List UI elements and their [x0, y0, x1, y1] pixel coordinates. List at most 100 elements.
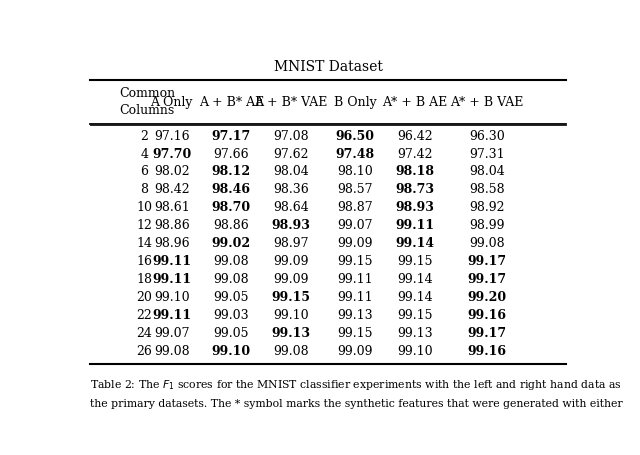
Text: 98.73: 98.73	[396, 183, 435, 196]
Text: 99.09: 99.09	[273, 254, 308, 268]
Text: 98.10: 98.10	[337, 165, 373, 178]
Text: MNIST Dataset: MNIST Dataset	[273, 60, 383, 74]
Text: 97.16: 97.16	[154, 129, 189, 142]
Text: 99.15: 99.15	[337, 326, 373, 339]
Text: 99.16: 99.16	[467, 344, 506, 357]
Text: 99.11: 99.11	[337, 273, 373, 285]
Text: 12: 12	[136, 219, 152, 232]
Text: 14: 14	[136, 237, 152, 250]
Text: 98.93: 98.93	[271, 219, 310, 232]
Text: 26: 26	[136, 344, 152, 357]
Text: 99.09: 99.09	[337, 237, 373, 250]
Text: 97.42: 97.42	[397, 147, 433, 160]
Text: 98.12: 98.12	[212, 165, 251, 178]
Text: 96.42: 96.42	[397, 129, 433, 142]
Text: 99.10: 99.10	[273, 308, 308, 321]
Text: 99.15: 99.15	[337, 254, 373, 268]
Text: 97.62: 97.62	[273, 147, 308, 160]
Text: 99.17: 99.17	[467, 273, 506, 285]
Text: 99.13: 99.13	[337, 308, 373, 321]
Text: 99.11: 99.11	[152, 273, 191, 285]
Text: B Only: B Only	[334, 96, 377, 108]
Text: 99.15: 99.15	[397, 308, 433, 321]
Text: 99.11: 99.11	[337, 290, 373, 303]
Text: 99.20: 99.20	[467, 290, 506, 303]
Text: 22: 22	[136, 308, 152, 321]
Text: 97.66: 97.66	[214, 147, 249, 160]
Text: 98.58: 98.58	[469, 183, 504, 196]
Text: 98.70: 98.70	[212, 201, 251, 214]
Text: 98.04: 98.04	[469, 165, 504, 178]
Text: 98.86: 98.86	[213, 219, 249, 232]
Text: 97.48: 97.48	[336, 147, 375, 160]
Text: 99.13: 99.13	[271, 326, 310, 339]
Text: 99.08: 99.08	[469, 237, 504, 250]
Text: 99.08: 99.08	[273, 344, 308, 357]
Text: 99.11: 99.11	[152, 308, 191, 321]
Text: 96.50: 96.50	[336, 129, 375, 142]
Text: 6: 6	[141, 165, 148, 178]
Text: 99.11: 99.11	[152, 254, 191, 268]
Text: 98.04: 98.04	[273, 165, 308, 178]
Text: Common
Columns: Common Columns	[120, 87, 176, 117]
Text: 98.36: 98.36	[273, 183, 308, 196]
Text: 97.70: 97.70	[152, 147, 191, 160]
Text: A Only: A Only	[150, 96, 193, 108]
Text: 20: 20	[136, 290, 152, 303]
Text: 24: 24	[136, 326, 152, 339]
Text: 98.86: 98.86	[154, 219, 189, 232]
Text: 99.03: 99.03	[214, 308, 249, 321]
Text: 18: 18	[136, 273, 152, 285]
Text: 98.61: 98.61	[154, 201, 189, 214]
Text: 96.30: 96.30	[469, 129, 504, 142]
Text: 99.05: 99.05	[214, 326, 249, 339]
Text: 98.42: 98.42	[154, 183, 189, 196]
Text: 99.08: 99.08	[154, 344, 189, 357]
Text: 99.14: 99.14	[397, 290, 433, 303]
Text: 99.16: 99.16	[467, 308, 506, 321]
Text: 98.18: 98.18	[396, 165, 435, 178]
Text: 8: 8	[141, 183, 148, 196]
Text: 99.15: 99.15	[397, 254, 433, 268]
Text: 99.09: 99.09	[273, 273, 308, 285]
Text: 4: 4	[141, 147, 148, 160]
Text: 98.97: 98.97	[273, 237, 308, 250]
Text: 97.17: 97.17	[212, 129, 251, 142]
Text: 97.31: 97.31	[469, 147, 504, 160]
Text: 98.46: 98.46	[212, 183, 251, 196]
Text: 97.08: 97.08	[273, 129, 308, 142]
Text: 99.09: 99.09	[337, 344, 373, 357]
Text: 99.11: 99.11	[396, 219, 435, 232]
Text: 99.10: 99.10	[154, 290, 189, 303]
Text: 10: 10	[136, 201, 152, 214]
Text: A + B* AE: A + B* AE	[198, 96, 264, 108]
Text: 99.14: 99.14	[396, 237, 435, 250]
Text: 99.15: 99.15	[271, 290, 310, 303]
Text: 99.13: 99.13	[397, 326, 433, 339]
Text: 98.92: 98.92	[469, 201, 504, 214]
Text: 98.64: 98.64	[273, 201, 308, 214]
Text: 99.17: 99.17	[467, 326, 506, 339]
Text: 99.07: 99.07	[154, 326, 189, 339]
Text: A* + B VAE: A* + B VAE	[450, 96, 524, 108]
Text: 98.96: 98.96	[154, 237, 189, 250]
Text: 16: 16	[136, 254, 152, 268]
Text: the primary datasets. The * symbol marks the synthetic features that were genera: the primary datasets. The * symbol marks…	[90, 398, 623, 408]
Text: 99.10: 99.10	[397, 344, 433, 357]
Text: 99.08: 99.08	[214, 273, 249, 285]
Text: Table 2: The $F_1$ scores for the MNIST classifier experiments with the left and: Table 2: The $F_1$ scores for the MNIST …	[90, 377, 622, 391]
Text: 2: 2	[141, 129, 148, 142]
Text: 98.93: 98.93	[396, 201, 434, 214]
Text: 98.57: 98.57	[337, 183, 373, 196]
Text: A + B* VAE: A + B* VAE	[254, 96, 328, 108]
Text: 99.05: 99.05	[214, 290, 249, 303]
Text: 99.08: 99.08	[214, 254, 249, 268]
Text: 99.17: 99.17	[467, 254, 506, 268]
Text: 99.14: 99.14	[397, 273, 433, 285]
Text: 98.87: 98.87	[337, 201, 373, 214]
Text: 98.02: 98.02	[154, 165, 189, 178]
Text: 99.07: 99.07	[337, 219, 373, 232]
Text: 99.10: 99.10	[212, 344, 251, 357]
Text: 99.02: 99.02	[212, 237, 251, 250]
Text: A* + B AE: A* + B AE	[382, 96, 447, 108]
